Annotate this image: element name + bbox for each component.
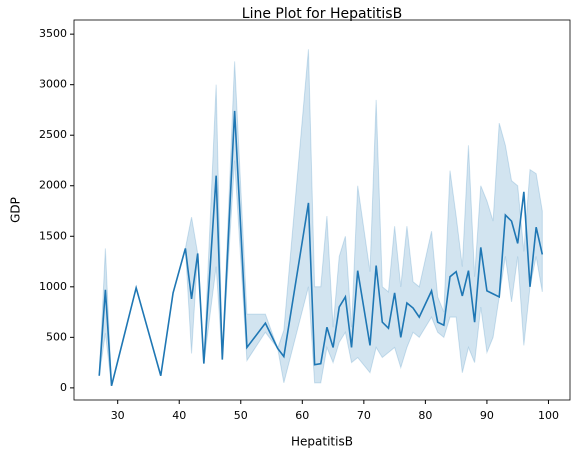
y-tick-label: 2500 (39, 128, 67, 141)
plot-frame (73, 19, 571, 401)
confidence-band (98, 49, 543, 386)
line (98, 110, 544, 387)
chart-title: Line Plot for HepatitisB (242, 6, 402, 22)
x-tick-label: 100 (538, 409, 559, 422)
y-tick-label: 1500 (39, 229, 67, 242)
x-tick-label: 60 (295, 409, 309, 422)
x-tick-label: 30 (111, 409, 125, 422)
x-tick-label: 80 (418, 409, 432, 422)
x-tick-label: 70 (357, 409, 371, 422)
y-tick-label: 3500 (39, 27, 67, 40)
y-tick-label: 2000 (39, 179, 67, 192)
x-axis-label: HepatitisB (291, 435, 353, 449)
x-tick-label: 50 (234, 409, 248, 422)
x-tick-label: 90 (480, 409, 494, 422)
y-tick-label: 500 (46, 330, 67, 343)
y-tick-label: 0 (60, 381, 67, 394)
y-tick-label: 3000 (39, 78, 67, 91)
x-tick-label: 40 (172, 409, 186, 422)
y-tick-label: 1000 (39, 280, 67, 293)
y-axis-label: GDP (9, 197, 23, 223)
